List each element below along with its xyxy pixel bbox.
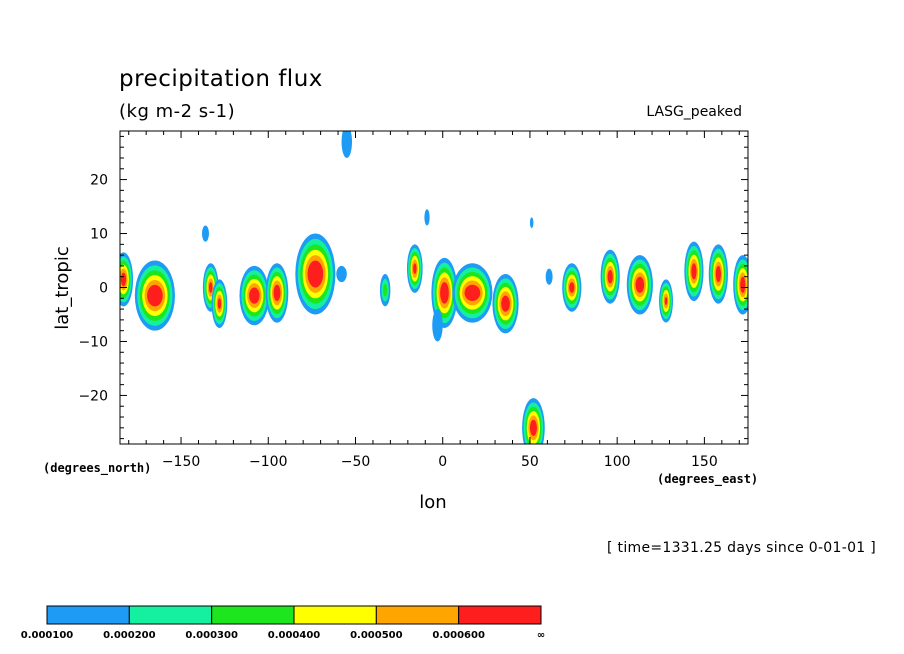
y-tick-label: 10 [90, 227, 108, 243]
y-axis-title: lat_tropic [52, 246, 73, 330]
precip-level-6 [501, 295, 510, 312]
precip-cell-9 [336, 265, 347, 283]
x-tick-label: −100 [249, 454, 287, 470]
precip-cell-15 [432, 309, 443, 342]
colorbar-swatch [293, 605, 377, 625]
chart-title: precipitation flux [119, 66, 323, 92]
precip-level-6 [607, 269, 613, 284]
precip-level-1 [341, 131, 353, 158]
precip-cell-24 [659, 279, 673, 323]
x-tick-label: 50 [521, 454, 539, 470]
x-tick-label: 150 [691, 454, 718, 470]
colorbar-swatch [211, 605, 295, 625]
x-axis-units: (degrees_east) [657, 472, 758, 487]
precip-level-6 [664, 296, 668, 306]
x-tick-label: 0 [438, 454, 447, 470]
dataset-label: LASG_peaked [646, 104, 742, 120]
colorbar-label: 0.000400 [268, 630, 321, 641]
precip-cell-19 [522, 398, 545, 444]
precip-level-6 [413, 263, 417, 275]
y-tick-label: 20 [90, 173, 108, 189]
precip-level-6 [273, 284, 281, 301]
precip-level-1 [545, 268, 553, 285]
precip-cell-2 [134, 260, 175, 331]
precip-level-6 [715, 265, 721, 283]
precip-cell-11 [379, 274, 391, 307]
precip-level-6 [740, 276, 746, 293]
precip-cell-26 [708, 244, 728, 304]
y-tick-label: 0 [99, 281, 108, 297]
precip-cell-21 [562, 263, 582, 312]
precip-level-6 [249, 287, 260, 304]
precip-cell-5 [211, 279, 228, 328]
precip-cell-8 [295, 233, 336, 315]
colorbar-label: ∞ [537, 630, 545, 641]
precip-cell-25 [684, 241, 704, 301]
precip-level-6 [147, 284, 163, 307]
colorbar-swatch [375, 605, 460, 625]
precip-cell-17 [492, 274, 519, 334]
precip-level-6 [635, 276, 645, 293]
precip-cell-27 [733, 255, 748, 315]
colorbar-swatch [458, 605, 542, 625]
x-axis-title: lon [419, 492, 446, 513]
precip-level-6 [307, 260, 324, 288]
precip-cell-13 [424, 209, 430, 226]
precip-cell-7 [265, 263, 289, 323]
y-tick-label: −10 [78, 334, 108, 350]
colorbar-label: 0.000100 [21, 630, 74, 641]
x-axis: −150 −100 −50 0 50 100 150 [128, 131, 740, 470]
x-tick-label: −150 [162, 454, 200, 470]
precip-level-6 [529, 419, 537, 436]
precip-level-1 [432, 309, 443, 342]
precip-cell-3 [201, 225, 209, 242]
precip-level-6 [120, 272, 127, 287]
chart-units: (kg m-2 s-1) [119, 101, 236, 122]
colorbar: 0.000100 0.000200 0.000300 0.000400 0.000500… [21, 605, 545, 641]
precip-level-1 [424, 209, 430, 226]
precip-cell-20 [545, 268, 553, 285]
colorbar-label: 0.000600 [432, 630, 485, 641]
precip-level-6 [217, 298, 222, 310]
precip-level-6 [691, 263, 697, 280]
contour-fields [120, 131, 748, 444]
y-axis-units: (degrees_north) [43, 461, 151, 476]
x-tick-label: −50 [341, 454, 371, 470]
precip-cell-10 [341, 131, 353, 158]
precip-cell-18 [529, 217, 534, 229]
precip-level-3 [383, 283, 388, 297]
precip-level-6 [464, 284, 481, 301]
colorbar-label: 0.000300 [185, 630, 238, 641]
precip-cell-6 [239, 265, 270, 326]
precip-cell-12 [406, 244, 423, 293]
colorbar-swatch [128, 605, 213, 625]
precip-level-1 [336, 265, 347, 283]
precip-level-1 [201, 225, 209, 242]
precip-level-1 [529, 217, 534, 229]
y-axis: −20 −10 0 10 20 [78, 135, 748, 440]
colorbar-label: 0.000500 [350, 630, 403, 641]
precip-cell-23 [626, 255, 653, 315]
colorbar-swatch [46, 605, 130, 625]
precip-level-6 [569, 282, 575, 293]
precip-cell-22 [600, 249, 620, 304]
y-tick-label: −20 [78, 388, 108, 404]
x-tick-label: 100 [604, 454, 631, 470]
precip-level-6 [440, 282, 449, 304]
colorbar-label: 0.000200 [103, 630, 156, 641]
precip-cell-16 [452, 263, 493, 323]
precip-level-6 [208, 282, 213, 293]
time-label: [ time=1331.25 days since 0-01-01 ] [607, 540, 876, 556]
